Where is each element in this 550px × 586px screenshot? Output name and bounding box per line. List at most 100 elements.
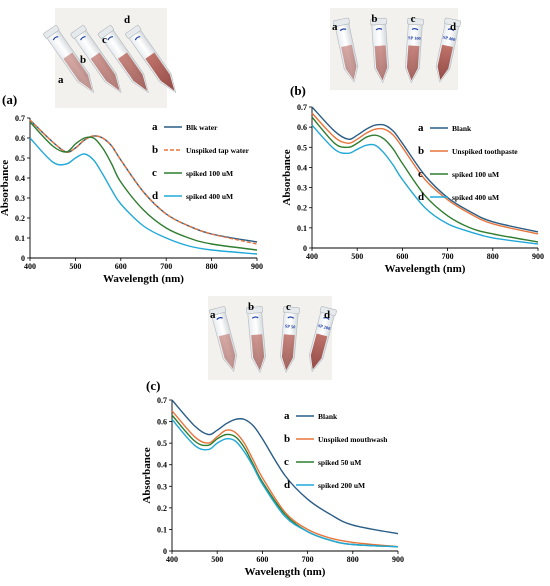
tube-c <box>97 25 149 94</box>
tube-liquid <box>341 44 357 81</box>
series-line-a <box>311 106 539 233</box>
series-line-b <box>171 410 399 548</box>
legend-entry-c: spiked 100 uM <box>186 169 233 178</box>
y-tick-label: 0.6 <box>297 123 307 132</box>
series-line-a <box>29 119 258 243</box>
series-line-b <box>311 112 539 235</box>
legend-letter: b <box>152 144 158 156</box>
tube-label: a <box>332 21 338 33</box>
y-tick-label: 0 <box>303 244 307 253</box>
x-tick-label: 800 <box>206 262 218 271</box>
x-tick-label: 400 <box>166 555 178 564</box>
y-tick-label: 0.7 <box>15 114 25 123</box>
tube-b <box>370 17 390 84</box>
tube-liquid <box>63 52 93 91</box>
x-tick-label: 900 <box>392 555 404 564</box>
tube-label: b <box>248 301 254 313</box>
tube-label: d <box>324 309 330 321</box>
x-axis-title: Wavelength (nm) <box>245 566 326 578</box>
x-tick-label: 600 <box>115 262 127 271</box>
legend-entry-c: spiked 50 uM <box>318 458 361 467</box>
x-tick-label: 800 <box>487 252 499 261</box>
legend-entry-b: Unspiked tap water <box>186 146 250 155</box>
panel-label: (c) <box>146 378 160 393</box>
tube-photo-c: a b SP 50 c SP 200 d <box>208 296 337 380</box>
y-tick-label: 0.2 <box>157 504 167 513</box>
legend-letter: a <box>152 121 158 133</box>
tube-photo-b: a b SP 100 c SP 400 d <box>330 8 462 90</box>
tube-label: d <box>124 14 130 26</box>
tube-cap <box>283 306 300 314</box>
tube-cap <box>43 25 60 39</box>
tube-liquid <box>117 52 148 91</box>
legend-entry-a: Blank <box>452 124 472 133</box>
tube-cap <box>332 17 350 27</box>
x-tick-label: 600 <box>256 555 268 564</box>
y-tick-label: 0.3 <box>297 184 307 193</box>
tube-marking <box>251 316 259 319</box>
tube-d <box>125 25 177 94</box>
tube-label: c <box>286 301 291 313</box>
x-tick-label: 500 <box>351 252 363 261</box>
x-tick-label: 800 <box>347 555 359 564</box>
y-tick-label: 0 <box>21 254 25 263</box>
chart-a: (a) 0 0.1 0.2 0.3 0.4 0.5 0.6 0.7 400 500 600 700 800… <box>0 92 263 285</box>
tube-cap <box>370 17 387 26</box>
legend-letter: a <box>284 410 290 422</box>
y-tick-label: 0.1 <box>15 234 25 243</box>
y-tick-label: 0.3 <box>157 482 167 491</box>
legend-letter: c <box>152 167 157 179</box>
tube-b <box>246 306 266 374</box>
legend-letter: b <box>418 145 424 157</box>
x-tick-label: 400 <box>306 252 318 261</box>
series-line-a <box>171 399 399 535</box>
tube-cap <box>407 17 424 26</box>
tube-liquid <box>406 45 420 81</box>
tube-label: d <box>450 21 456 33</box>
tube-liquid <box>218 333 236 370</box>
series-line-c <box>29 121 258 251</box>
tube-marking <box>107 36 113 41</box>
tube-label: a <box>210 309 216 321</box>
tube-cap-text: SP 400 <box>442 35 456 43</box>
tube-marking <box>375 28 383 31</box>
tube-a <box>43 25 95 94</box>
y-axis-title: Absorbance <box>0 160 11 216</box>
legend-letter: c <box>284 456 289 468</box>
y-tick-label: 0.6 <box>15 134 25 143</box>
tube-cap-text: SP 100 <box>408 35 422 41</box>
panel-label: (a) <box>2 92 17 107</box>
y-tick-label: 0.2 <box>15 214 25 223</box>
tube-liquid <box>310 333 328 370</box>
x-axis-title: Wavelength (nm) <box>385 263 466 275</box>
tube-label: a <box>58 74 64 86</box>
tube-cap <box>97 25 114 39</box>
legend-entry-c: spiked 100 uM <box>452 170 499 179</box>
tube-cap <box>319 306 337 316</box>
y-tick-label: 0.7 <box>297 103 307 112</box>
legend-letter: c <box>418 168 423 180</box>
tube-marking <box>339 28 347 32</box>
legend-entry-b: Unspiked toothpaste <box>452 147 518 156</box>
legend-letter: b <box>284 433 290 445</box>
x-tick-label: 700 <box>302 555 314 564</box>
x-tick-label: 700 <box>442 252 454 261</box>
tube-label: c <box>102 34 107 46</box>
panel-label: (b) <box>290 83 306 98</box>
tube-liquid <box>374 45 388 81</box>
y-tick-label: 0.1 <box>157 525 167 534</box>
tube-a <box>209 306 238 373</box>
tube-liquid <box>437 44 453 81</box>
tube-liquid <box>90 52 120 91</box>
legend-entry-a: Blk water <box>186 123 218 132</box>
x-tick-label: 500 <box>69 262 81 271</box>
tube-marking <box>411 28 419 31</box>
x-axis-title: Wavelength (nm) <box>103 273 184 285</box>
tube-marking <box>52 36 59 41</box>
y-tick-label: 0.4 <box>15 174 25 183</box>
x-tick-label: 500 <box>211 555 223 564</box>
y-axis-title: Absorbance <box>281 149 293 205</box>
tube-cap <box>209 306 227 316</box>
y-tick-label: 0.1 <box>297 224 307 233</box>
y-tick-label: 0.3 <box>15 194 25 203</box>
